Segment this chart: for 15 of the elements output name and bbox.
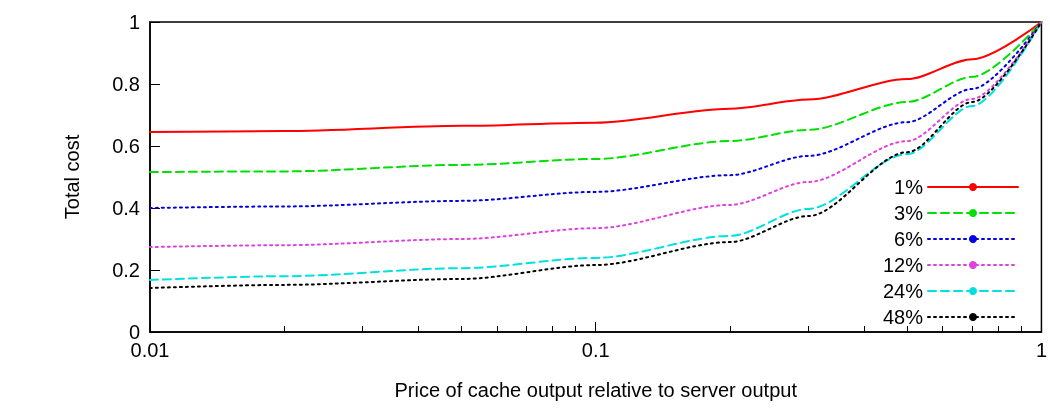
y-tick-label: 0.4	[112, 197, 140, 219]
x-axis-title: Price of cache output relative to server output	[394, 379, 798, 401]
y-axis-title: Total cost	[61, 134, 83, 220]
legend-label: 24%	[882, 280, 924, 302]
legend-label: 3%	[894, 202, 924, 224]
y-tick-label: 0.6	[112, 135, 140, 157]
y-tick-label: 0.2	[112, 259, 140, 281]
x-tick-label: 0.1	[581, 339, 610, 361]
legend-label: 12%	[882, 254, 924, 276]
y-tick-label: 1	[128, 11, 140, 33]
x-tick-label: 1	[1035, 339, 1047, 361]
legend-label: 48%	[882, 306, 924, 328]
legend-label: 6%	[894, 228, 924, 250]
legend-label: 1%	[894, 176, 924, 198]
y-tick-label: 0.8	[112, 73, 140, 95]
